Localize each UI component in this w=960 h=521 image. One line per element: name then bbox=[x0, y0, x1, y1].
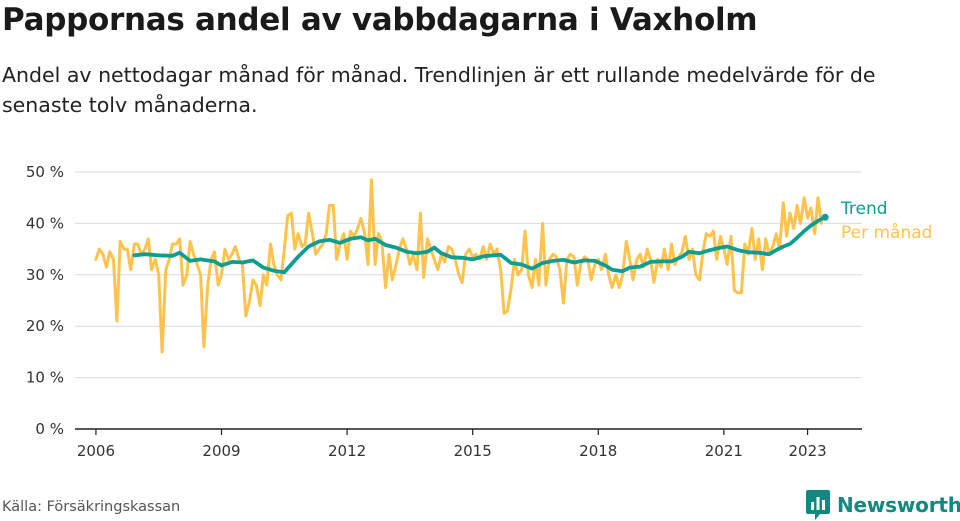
series-line-trend bbox=[132, 215, 828, 275]
legend: Trend Per månad bbox=[840, 199, 932, 243]
x-tick-label: 2015 bbox=[454, 442, 492, 460]
newsworthy-logo-icon bbox=[806, 490, 830, 520]
legend-label-trend: Trend bbox=[840, 199, 888, 219]
x-tick-label: 2006 bbox=[77, 442, 115, 460]
y-tick-label: 50 % bbox=[26, 163, 64, 181]
chart-subtitle: Andel av nettodagar månad för månad. Tre… bbox=[2, 63, 876, 117]
x-tick-label: 2009 bbox=[202, 442, 240, 460]
legend-label-per-manad: Per månad bbox=[841, 222, 932, 243]
chart-title: Pappornas andel av vabbdagarna i Vaxholm bbox=[2, 2, 758, 38]
y-tick-label: 10 % bbox=[26, 369, 64, 387]
series-line-per-manad bbox=[94, 178, 823, 354]
brand-name: Newsworthy bbox=[837, 493, 960, 517]
brand-logo[interactable]: Newsworthy bbox=[805, 489, 960, 521]
grid-lines bbox=[75, 171, 862, 430]
x-tick-label: 2018 bbox=[579, 442, 617, 460]
x-tick-label: 2023 bbox=[788, 442, 826, 460]
y-tick-label: 40 % bbox=[26, 214, 64, 232]
y-axis-ticks: 0 % 10 % 20 % 30 % 40 % 50 % bbox=[26, 163, 64, 438]
source-note: Källa: Försäkringskassan bbox=[2, 499, 181, 515]
x-tick-label: 2012 bbox=[328, 442, 366, 460]
y-tick-label: 0 % bbox=[35, 420, 64, 438]
trend-end-marker bbox=[821, 213, 829, 221]
y-tick-label: 20 % bbox=[26, 317, 64, 335]
y-tick-label: 30 % bbox=[26, 266, 64, 284]
x-tick-label: 2021 bbox=[705, 442, 743, 460]
series-lines bbox=[94, 178, 829, 354]
x-axis-ticks: 2006 2009 2012 2015 2018 2021 2023 bbox=[77, 429, 827, 460]
